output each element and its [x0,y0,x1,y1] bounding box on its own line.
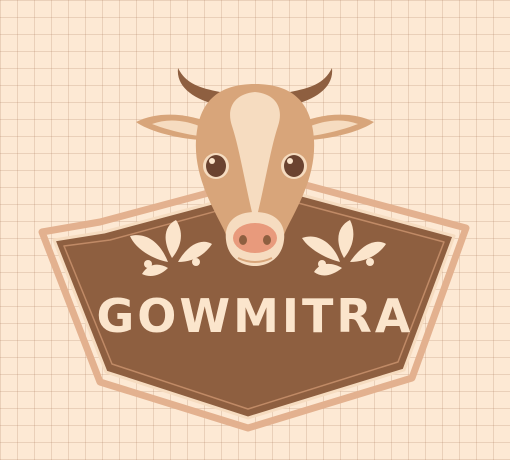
cow-head-icon [136,68,374,266]
brand-name: GOWMITRA [97,289,414,343]
badge-inner-line [63,195,445,410]
left-horn [177,68,220,104]
face-blaze [230,92,280,224]
splash-leaf-icon [302,220,386,276]
splash-leaf-icon [130,220,212,276]
right-horn [290,68,333,104]
left-eye [203,153,229,179]
cow-nose [233,223,277,253]
right-eye [281,153,307,179]
